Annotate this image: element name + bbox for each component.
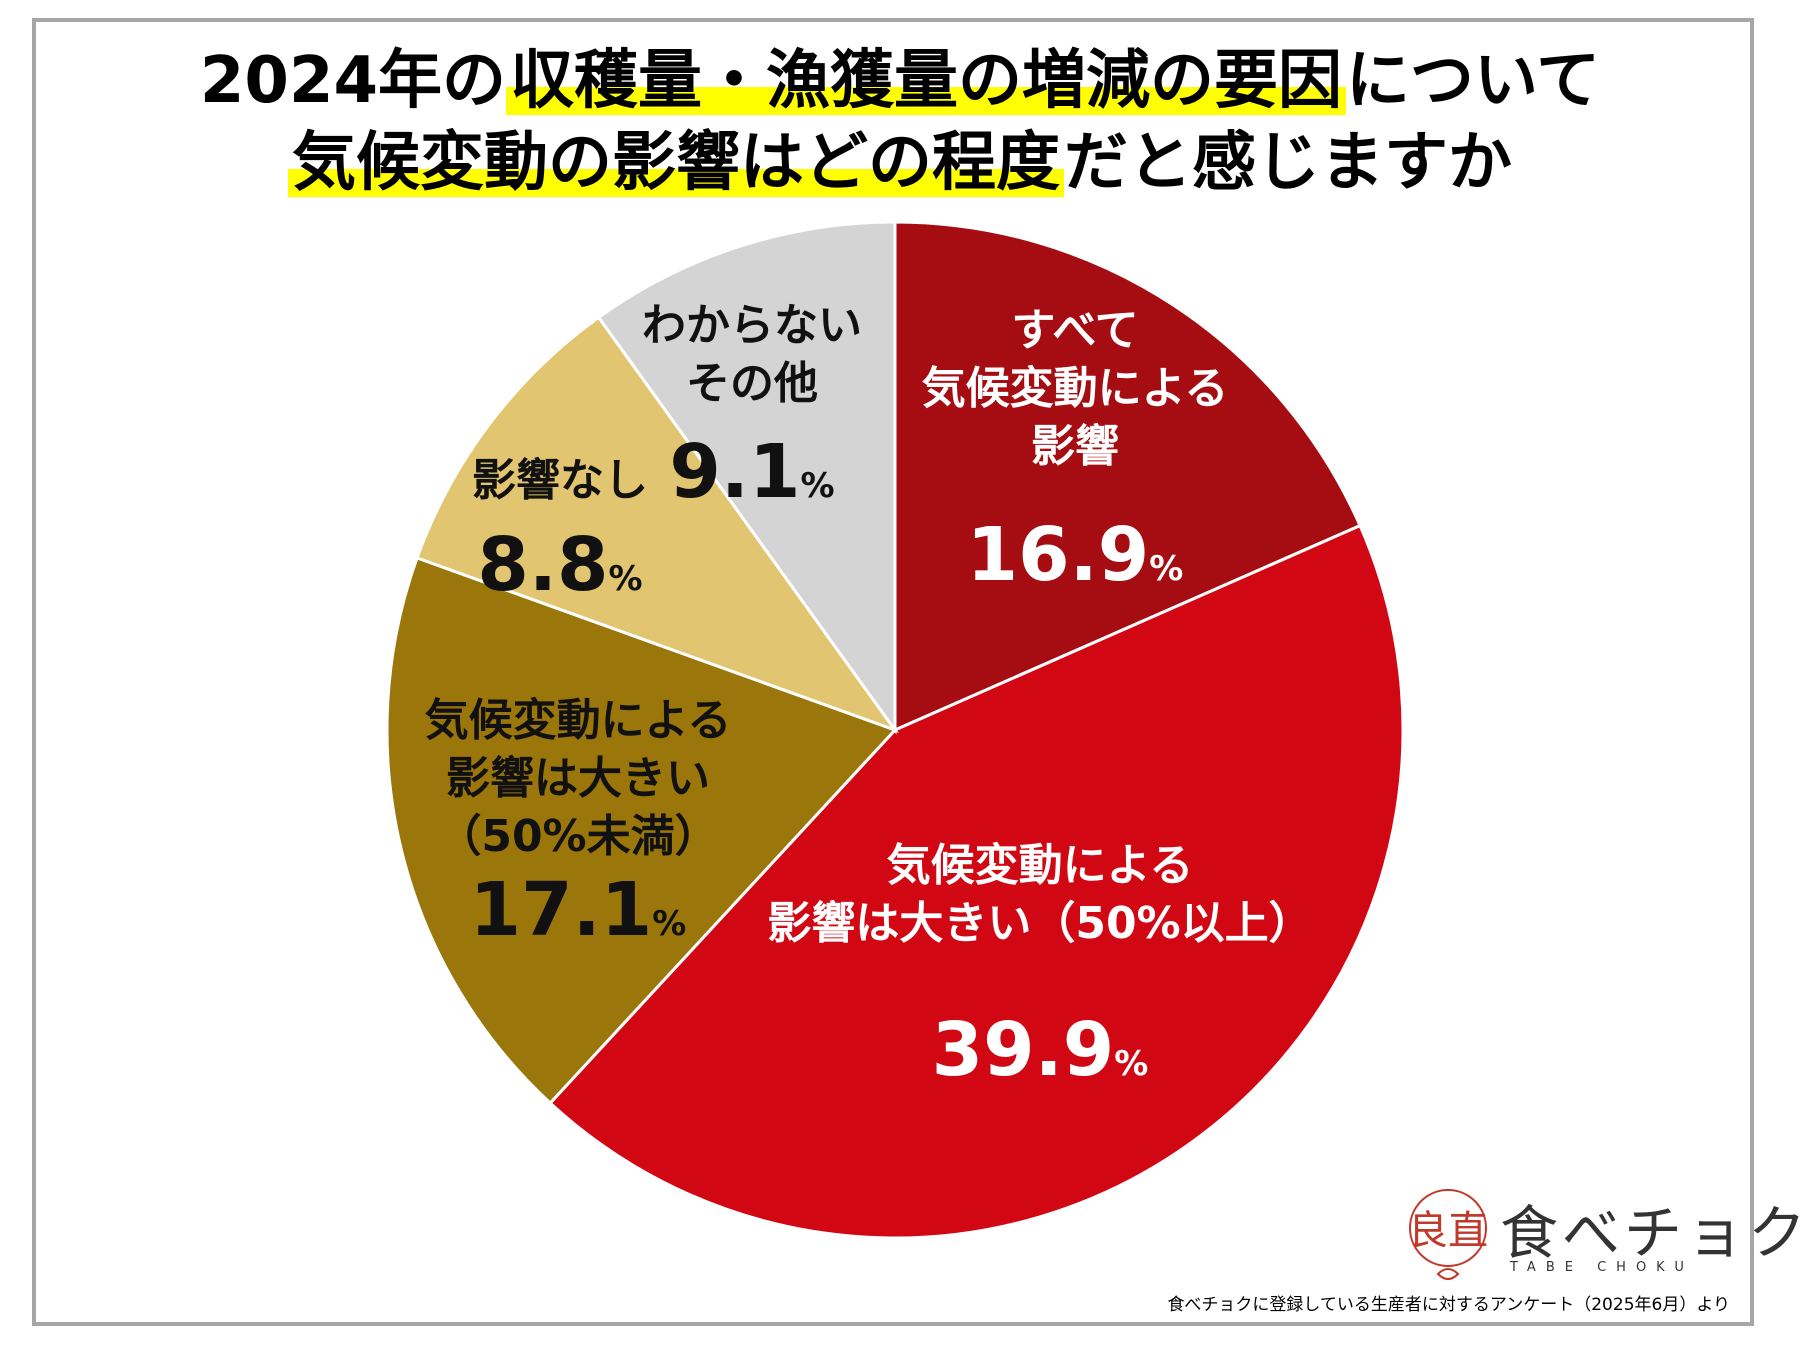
chart-title: 2024年の収穫量・漁獲量の増減の要因について 気候変動の影響はどの程度だと感じ… — [0, 40, 1800, 204]
slice-label-3-line-2: 影響は大きい — [446, 753, 710, 804]
pie-slice-2 — [548, 523, 1405, 1240]
pie-slices — [385, 220, 1405, 1240]
slice-label-2-line-2: 影響は大きい（50%以上） — [767, 898, 1312, 949]
title-line1-suffix: について — [1346, 44, 1601, 118]
slice-label-1-line-2: 気候変動による — [922, 363, 1229, 414]
slice-label-1-line-3: 影響 — [1031, 421, 1119, 472]
slice-value-1: 16.9% — [967, 512, 1184, 598]
title-line2-suffix: だと感じますか — [1064, 126, 1512, 200]
slice-label-1-line-1: すべて — [1011, 305, 1138, 356]
pie-slice-3 — [385, 555, 898, 1106]
title-line1-prefix: 2024年の — [199, 44, 507, 118]
title-line-1: 2024年の収穫量・漁獲量の増減の要因について — [0, 40, 1800, 122]
slice-label-5-line-2: その他 — [686, 358, 818, 409]
slice-value-3: 17.1% — [470, 867, 687, 953]
logo-name: 食べチョク — [1500, 1199, 1800, 1267]
pie-slice-1 — [893, 220, 1363, 733]
slice-value-4: 8.8% — [477, 522, 642, 608]
title-line1-highlight: 収穫量・漁獲量の増減の要因 — [506, 44, 1347, 118]
tabechoku-logo: 良直 食べチョク TABE CHOKU — [1400, 1182, 1800, 1292]
pie-labels: すべて気候変動による影響16.9%気候変動による影響は大きい（50%以上）39.… — [425, 300, 1313, 1093]
pie-slice-5 — [596, 220, 897, 735]
slice-value-5: 9.1% — [669, 429, 834, 515]
source-note: 食べチョクに登録している生産者に対するアンケート（2025年6月）より — [1167, 1295, 1730, 1315]
logo-subtitle: TABE CHOKU — [1510, 1260, 1694, 1275]
pie-slice-4 — [415, 315, 900, 734]
title-line-2: 気候変動の影響はどの程度だと感じますか — [0, 122, 1800, 204]
logo-mark-text: 良直 — [1408, 1208, 1488, 1254]
slice-label-3-line-3: （50%未満） — [437, 811, 718, 862]
slice-label-5-line-1: わからない — [642, 300, 862, 351]
title-line2-highlight: 気候変動の影響はどの程度 — [288, 126, 1064, 200]
slice-label-2-line-1: 気候変動による — [887, 840, 1194, 891]
logo-mark-icon: 良直 — [1408, 1189, 1488, 1280]
slice-label-4-line-1: 影響なし — [472, 455, 648, 506]
slice-label-3-line-1: 気候変動による — [425, 695, 732, 746]
slice-value-2: 39.9% — [932, 1007, 1149, 1093]
